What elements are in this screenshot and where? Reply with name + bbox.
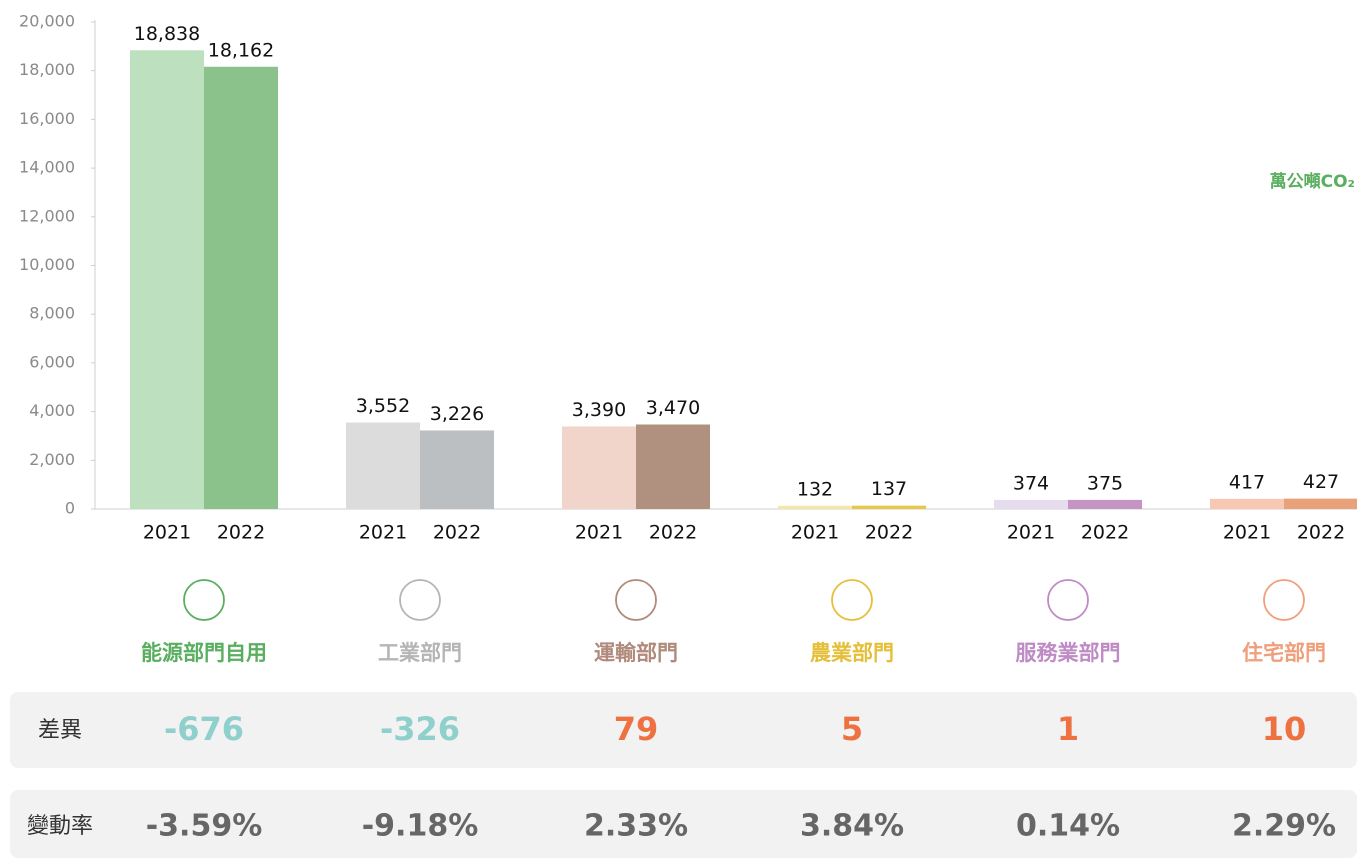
- y-tick-label: 20,000: [19, 12, 75, 31]
- bar: [420, 430, 494, 509]
- difference-value: -326: [380, 710, 460, 748]
- category-label: 服務業部門: [1016, 641, 1121, 665]
- value-label: 417: [1229, 471, 1265, 493]
- bar: [852, 505, 926, 509]
- bar: [1210, 498, 1284, 509]
- category-label: 運輸部門: [594, 641, 678, 665]
- category-icon: [183, 579, 225, 621]
- bar: [130, 50, 204, 509]
- x-tick-label: 2022: [217, 522, 265, 544]
- value-label: 3,470: [646, 397, 700, 419]
- value-label: 137: [871, 478, 907, 500]
- x-tick-label: 2021: [1007, 522, 1055, 544]
- change-rate-value: 2.33%: [584, 809, 688, 844]
- bar: [346, 422, 420, 509]
- bar: [994, 499, 1068, 509]
- unit-label: 萬公噸CO₂: [1270, 171, 1355, 192]
- x-tick-label: 2022: [865, 522, 913, 544]
- y-tick-label: 16,000: [19, 109, 75, 128]
- difference-value: 5: [841, 710, 863, 748]
- x-tick-label: 2021: [359, 522, 407, 544]
- y-tick-label: 2,000: [29, 450, 75, 469]
- category-icon: [1047, 579, 1089, 621]
- bar: [1284, 498, 1357, 509]
- y-tick-label: 12,000: [19, 206, 75, 225]
- row-label: 差異: [38, 718, 82, 743]
- value-label: 374: [1013, 472, 1049, 494]
- category-label: 住宅部門: [1242, 641, 1326, 665]
- x-tick-label: 2021: [575, 522, 623, 544]
- bar: [562, 426, 636, 509]
- value-label: 3,390: [572, 399, 626, 421]
- value-label: 132: [797, 478, 833, 500]
- y-tick-label: 4,000: [29, 401, 75, 420]
- change-rate-value: 3.84%: [800, 809, 904, 844]
- bar: [1068, 499, 1142, 509]
- change-rate-row-bg: [10, 790, 1357, 858]
- value-label: 18,838: [134, 23, 200, 45]
- category-label: 農業部門: [810, 641, 894, 665]
- change-rate-value: -9.18%: [362, 809, 479, 844]
- category-icon: [399, 579, 441, 621]
- y-tick-label: 0: [65, 499, 75, 518]
- change-rate-value: -3.59%: [146, 809, 263, 844]
- y-tick-label: 10,000: [19, 255, 75, 274]
- x-tick-label: 2022: [1081, 522, 1129, 544]
- category-icon: [1263, 579, 1305, 621]
- y-tick-label: 14,000: [19, 158, 75, 177]
- x-tick-label: 2022: [649, 522, 697, 544]
- x-tick-label: 2021: [143, 522, 191, 544]
- x-tick-label: 2022: [1297, 522, 1345, 544]
- category-label: 工業部門: [378, 641, 462, 665]
- category-label: 能源部門自用: [141, 641, 267, 665]
- value-label: 375: [1087, 472, 1123, 494]
- difference-value: -676: [164, 710, 244, 748]
- bar: [204, 66, 278, 509]
- difference-value: 1: [1057, 710, 1079, 748]
- row-label: 變動率: [27, 814, 93, 839]
- x-tick-label: 2022: [433, 522, 481, 544]
- bar: [778, 505, 852, 509]
- value-label: 3,226: [430, 403, 484, 425]
- category-icon: [831, 579, 873, 621]
- value-label: 3,552: [356, 395, 410, 417]
- bar: [636, 424, 710, 509]
- category-icon: [615, 579, 657, 621]
- difference-value: 79: [614, 710, 659, 748]
- change-rate-value: 0.14%: [1016, 809, 1120, 844]
- y-tick-label: 8,000: [29, 304, 75, 323]
- y-tick-label: 18,000: [19, 60, 75, 79]
- difference-value: 10: [1262, 710, 1307, 748]
- x-tick-label: 2021: [791, 522, 839, 544]
- x-tick-label: 2021: [1223, 522, 1271, 544]
- change-rate-value: 2.29%: [1232, 809, 1336, 844]
- difference-row-bg: [10, 692, 1357, 768]
- value-label: 427: [1303, 471, 1339, 493]
- value-label: 18,162: [208, 39, 274, 61]
- y-tick-label: 6,000: [29, 352, 75, 371]
